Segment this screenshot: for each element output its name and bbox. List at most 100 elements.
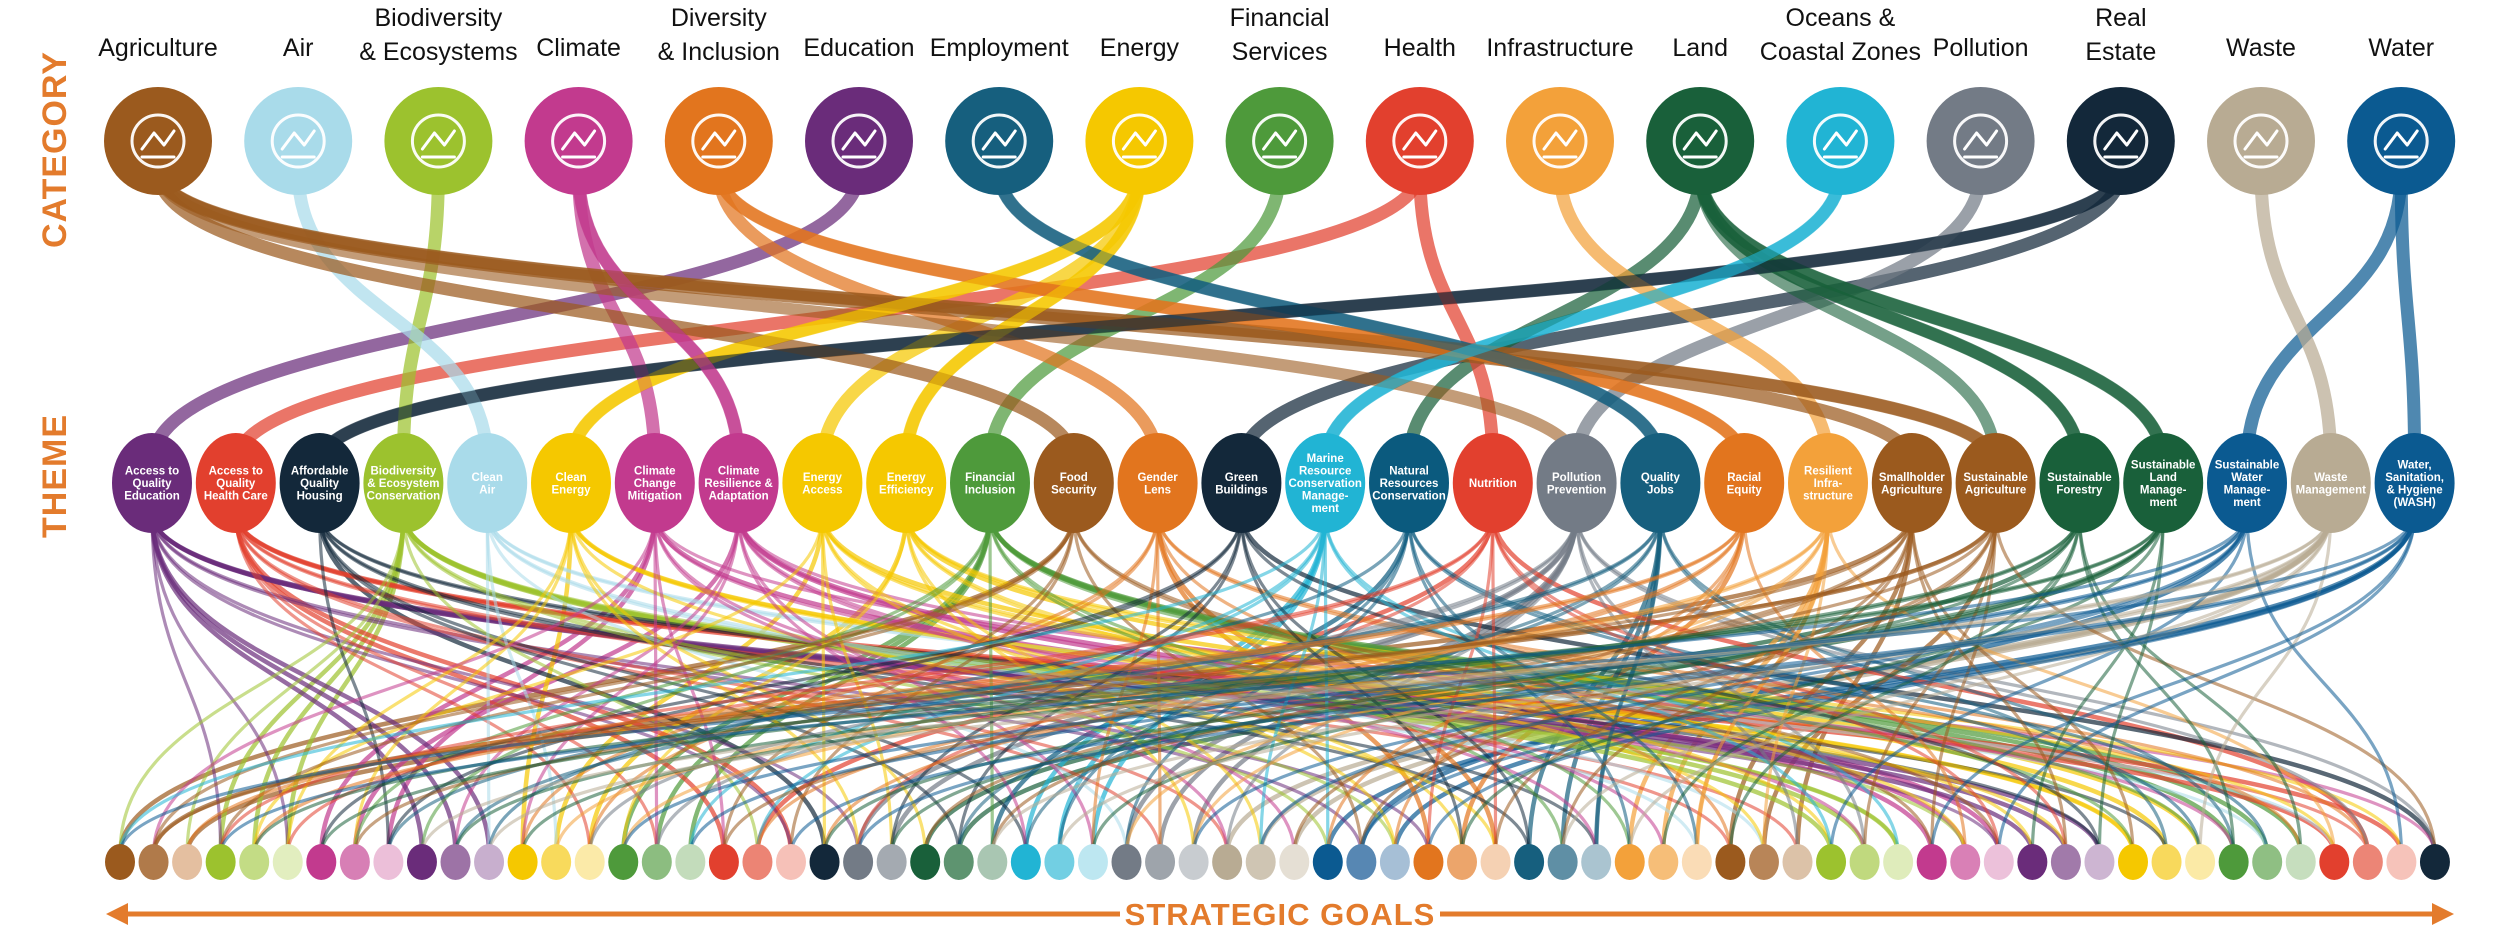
theme-goal-link [1192,511,1830,856]
theme-label: Gender [1137,472,1178,484]
strategic-goal-dot [105,844,135,880]
theme-goal-link [1910,511,2135,856]
theme-ellipse [1536,433,1617,533]
theme-goal-link [1997,511,2417,856]
theme-ellipse [1033,433,1114,533]
category-label: Coastal Zones [1760,38,1921,66]
strategic-goal-dot [641,844,672,880]
theme-label: Sustainable [1963,472,2028,484]
category-circle [664,87,773,195]
category-label: & Ecosystems [359,38,517,66]
strategic-goal-dot [1681,844,1712,880]
theme-label: Education [124,491,180,503]
category-circle [524,87,633,195]
category-label: Health [1384,34,1456,62]
strategic-goal-dot [1245,844,1276,880]
theme-label: Management [2296,484,2366,496]
theme-goal-link [485,511,491,856]
category-node: Employment [930,34,1069,195]
theme-label: Housing [297,491,343,503]
theme-ellipse [2290,433,2371,533]
strategic-goal-dot [1480,844,1511,880]
theme-goal-link [1910,511,2068,856]
strategic-goal-dot [2185,844,2216,880]
theme-goal-link [2030,511,2165,856]
category-circle [1365,87,1474,195]
theme-label: Mitigation [628,491,682,503]
theme-goal-link [957,511,1243,856]
strategic-goal-dot [1212,844,1243,880]
theme-ellipse [1704,433,1785,533]
category-label: Climate [536,34,621,62]
theme-label: Manage- [2224,484,2271,496]
theme-goal-link [386,511,1243,856]
theme-goal-link [219,511,2417,856]
mountains-fields-icon [1672,113,1728,169]
theme-goal-link [420,511,992,856]
theme-goal-link [150,511,1363,856]
strategic-goal-dot [1312,844,1343,880]
theme-label: Security [1051,484,1097,496]
theme-goal-link [185,511,1746,856]
category-theme-link [900,165,1146,469]
theme-goal-link [737,511,1095,856]
theme-goal-link [401,511,1900,856]
strategic-goal-dot [1111,844,1142,880]
strategic-goal-dot [205,844,236,880]
category-theme-links [145,164,2422,470]
theme-label: Quality [1641,472,1681,484]
theme-goal-link [1930,511,2417,856]
theme-label: Manage- [1302,491,1349,503]
category-label: Diversity [671,4,767,32]
category-node: Health [1365,34,1474,195]
strategic-goal-dot [138,844,169,880]
theme-goal-link [988,511,2135,856]
strategic-goal-dot [1010,844,1041,880]
theme-goal-link [318,511,1531,856]
theme-goal-link [1742,511,1967,856]
theme-label: & Ecosystem [367,478,439,490]
theme-goal-link [990,511,2333,856]
theme-label: Quality [216,478,256,490]
theme-goal-link [453,511,741,856]
theme-label: Sustainable [2215,459,2280,471]
strategic-goal-dot [1581,844,1612,880]
theme-label: Agriculture [1881,484,1942,496]
theme-goal-link [401,511,760,856]
category-theme-link [993,165,1667,469]
theme-goal-link [118,511,2249,856]
strategic-goal-dot [1816,844,1847,880]
strategic-goal-dot [272,844,303,880]
theme-label: Air [479,484,496,496]
category-label: & Inclusion [658,38,780,66]
category-circle [2207,87,2315,195]
theme-label: Prevention [1547,484,1606,496]
strategic-goal-dot [1447,844,1477,880]
theme-label: Climate [634,466,676,478]
category-label: Biodiversity [374,4,502,32]
theme-label: ment [1311,503,1339,515]
theme-goal-link [286,511,573,856]
theme-ellipse [1788,433,1868,533]
strategic-goal-dot [1648,844,1679,880]
category-theme-link [572,165,745,469]
factory-icon [1953,113,2009,169]
theme-goal-link [234,511,1732,856]
category-circle [104,87,212,195]
theme-label: Affordable [291,466,349,478]
theme-node: Nutrition [1452,433,1533,533]
theme-goal-link [150,511,793,856]
theme-ellipse [950,433,1030,533]
strategic-goal-dot [1983,844,2014,880]
theme-goal-link [252,511,2165,856]
